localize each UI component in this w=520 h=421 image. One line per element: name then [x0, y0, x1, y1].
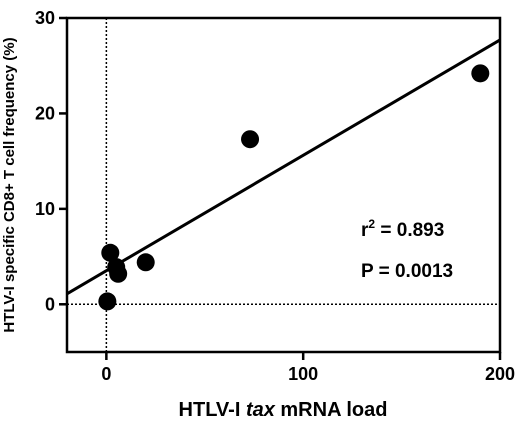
x-axis-title-italic: tax — [246, 399, 276, 421]
x-axis-title-prefix: HTLV-I — [179, 399, 246, 421]
r-squared-value: = 0.893 — [375, 220, 444, 241]
x-axis-title: HTLV-I tax mRNA load — [179, 399, 388, 421]
data-points — [98, 64, 490, 311]
y-tick-label-30: 30 — [35, 8, 55, 28]
axis-ticks: 0 100 200 0 10 20 30 — [35, 8, 515, 384]
x-axis-title-suffix: mRNA load — [275, 399, 388, 421]
x-tick-label-200: 200 — [485, 364, 515, 384]
data-point-7 — [471, 64, 490, 83]
y-axis-title: HTLV-I specific CD8+ T cell frequency (%… — [1, 37, 18, 332]
regression-line — [66, 38, 501, 296]
y-tick-label-20: 20 — [35, 103, 55, 123]
x-tick-label-100: 100 — [288, 364, 318, 384]
data-point-4 — [109, 264, 128, 283]
y-tick-label-0: 0 — [45, 294, 55, 314]
r-squared-superscript: 2 — [368, 217, 375, 231]
y-tick-label-10: 10 — [35, 199, 55, 219]
p-value-annotation: P = 0.0013 — [361, 261, 453, 282]
r-squared-annotation: r2 = 0.893 — [361, 217, 444, 241]
plot-frame — [65, 16, 502, 354]
data-point-2 — [101, 243, 120, 262]
data-point-6 — [241, 130, 260, 149]
x-tick-label-0: 0 — [101, 364, 111, 384]
data-point-5 — [136, 253, 155, 272]
data-point-1 — [98, 292, 117, 311]
r-squared-label: r — [361, 220, 369, 241]
